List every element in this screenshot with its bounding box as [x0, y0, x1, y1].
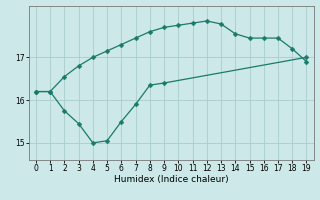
- X-axis label: Humidex (Indice chaleur): Humidex (Indice chaleur): [114, 175, 228, 184]
